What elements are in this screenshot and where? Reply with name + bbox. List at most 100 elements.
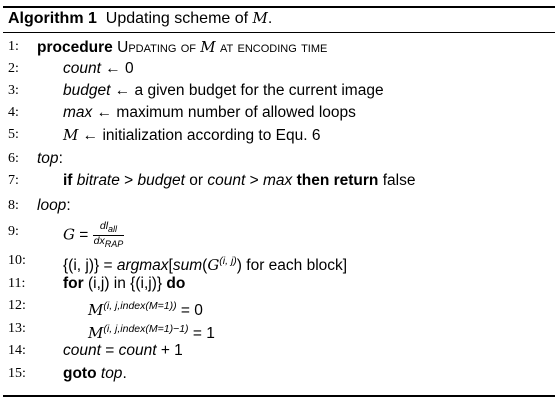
label-loop: loop xyxy=(37,197,67,214)
procedure-name-end: at encoding time xyxy=(215,39,328,56)
denominator-text: dx xyxy=(93,235,105,248)
var-g: G xyxy=(207,256,220,275)
assign-value: 0 xyxy=(125,60,134,77)
goto-target: top xyxy=(96,365,123,382)
var-count: count xyxy=(207,172,246,189)
label-colon: : xyxy=(66,197,71,214)
line-code: max ← maximum number of allowed loops xyxy=(63,102,356,124)
line-number: 13: xyxy=(8,321,26,336)
for-clause: (i,j) in {(i,j)} xyxy=(83,275,167,292)
fraction-denominator: dxRAP xyxy=(93,236,125,250)
line-number: 10: xyxy=(8,253,26,268)
keyword-goto: goto xyxy=(63,365,97,382)
line-number: 11: xyxy=(8,276,26,291)
return-value: false xyxy=(378,172,416,189)
line-code: budget ← a given budget for the current … xyxy=(63,80,384,102)
algorithm-title: Algorithm 1 Updating scheme of M. xyxy=(8,9,272,28)
op-eq: = xyxy=(100,342,119,359)
line-code: G = dlall dxRAP xyxy=(63,220,125,250)
g-superscript: (i, j) xyxy=(219,255,237,267)
line-number: 9: xyxy=(8,224,19,239)
var-count: count xyxy=(63,342,101,359)
var-max: max xyxy=(63,104,93,121)
fn-argmax: argmax xyxy=(116,257,169,275)
line-number: 2: xyxy=(8,61,19,76)
op-gt: > xyxy=(245,172,263,189)
line-code: for (i,j) in {(i,j)} do xyxy=(63,273,185,295)
label-top: top xyxy=(37,150,59,167)
line-code: procedure Updating of M at encoding time xyxy=(37,36,327,59)
op-or: or xyxy=(184,172,208,189)
algorithm-title-end: . xyxy=(267,10,273,27)
line-code: {(i, j)} = argmax[sum(G(i, j)) for each … xyxy=(63,250,347,277)
increment: + 1 xyxy=(156,342,183,359)
set-ij: {(i, j)} = xyxy=(63,257,117,275)
var-budget: budget xyxy=(63,82,111,99)
line-number: 6: xyxy=(8,151,19,166)
keyword-if: if xyxy=(63,172,73,189)
assign-arrow: ← xyxy=(92,104,117,121)
line-code: if bitrate > budget or count > max then … xyxy=(63,170,415,192)
for-each-block: for each block] xyxy=(241,257,348,275)
bottom-rule xyxy=(3,395,555,397)
procedure-name: Updating of xyxy=(112,39,201,56)
line-end: . xyxy=(122,365,127,382)
fn-sum: sum xyxy=(172,257,203,275)
line-code: top: xyxy=(37,148,63,170)
line-number: 8: xyxy=(8,198,19,213)
var-g: G xyxy=(63,225,75,244)
fraction: dlall dxRAP xyxy=(92,220,125,250)
var-m: M xyxy=(63,126,79,144)
assign-value: = 1 xyxy=(188,325,215,343)
line-code: count ← 0 xyxy=(63,58,134,80)
paren-open: ( xyxy=(202,257,208,275)
m-superscript: (i, j,index(M=1)−1) xyxy=(103,323,189,335)
line-code: M ← initialization according to Equ. 6 xyxy=(63,124,320,147)
assign-value: = 0 xyxy=(176,302,203,320)
line-code: goto top. xyxy=(63,363,127,385)
assign-arrow: ← xyxy=(100,60,126,77)
var-count: count xyxy=(63,60,101,77)
assign-arrow: ← xyxy=(78,127,103,144)
paren-close: ) xyxy=(236,257,242,275)
op-gt: > xyxy=(119,172,138,189)
line-code: loop: xyxy=(37,195,71,217)
line-number: 3: xyxy=(8,83,19,98)
keyword-then-return: then return xyxy=(292,172,379,189)
procedure-var: M xyxy=(200,38,216,56)
fraction-numerator: dlall xyxy=(92,220,125,237)
keyword-do: do xyxy=(166,275,186,292)
line-number: 12: xyxy=(8,298,26,313)
var-max: max xyxy=(262,172,293,189)
label-colon: : xyxy=(58,150,63,167)
line-number: 7: xyxy=(8,173,19,188)
var-budget: budget xyxy=(137,172,185,189)
mid-rule xyxy=(3,32,555,33)
algorithm-title-var: M xyxy=(252,9,268,27)
assign-value: maximum number of allowed loops xyxy=(116,104,356,121)
line-number: 14: xyxy=(8,343,26,358)
var-count: count xyxy=(118,342,157,359)
algorithm-label: Algorithm 1 xyxy=(8,10,97,27)
keyword-for: for xyxy=(63,275,84,292)
keyword-procedure: procedure xyxy=(37,39,113,56)
assign-arrow: ← xyxy=(110,82,135,99)
line-code: M(i, j,index(M=1)) = 0 xyxy=(88,295,203,322)
m-superscript: (i, j,index(M=1)) xyxy=(103,300,177,312)
numerator-text: dl xyxy=(99,220,109,232)
var-m: M xyxy=(88,324,104,343)
var-bitrate: bitrate xyxy=(76,172,120,189)
op-eq: = xyxy=(74,226,93,244)
top-rule xyxy=(3,6,555,8)
denominator-sub: RAP xyxy=(104,239,124,250)
line-number: 1: xyxy=(8,39,19,54)
assign-value: a given budget for the current image xyxy=(134,82,384,99)
algorithm-title-text: Updating scheme of xyxy=(105,10,253,27)
numerator-sub: all xyxy=(108,224,118,235)
line-number: 4: xyxy=(8,105,19,120)
bracket-open: [ xyxy=(168,257,173,275)
line-number: 15: xyxy=(8,366,26,381)
line-code: count = count + 1 xyxy=(63,340,183,362)
line-code: M(i, j,index(M=1)−1) = 1 xyxy=(88,318,215,345)
